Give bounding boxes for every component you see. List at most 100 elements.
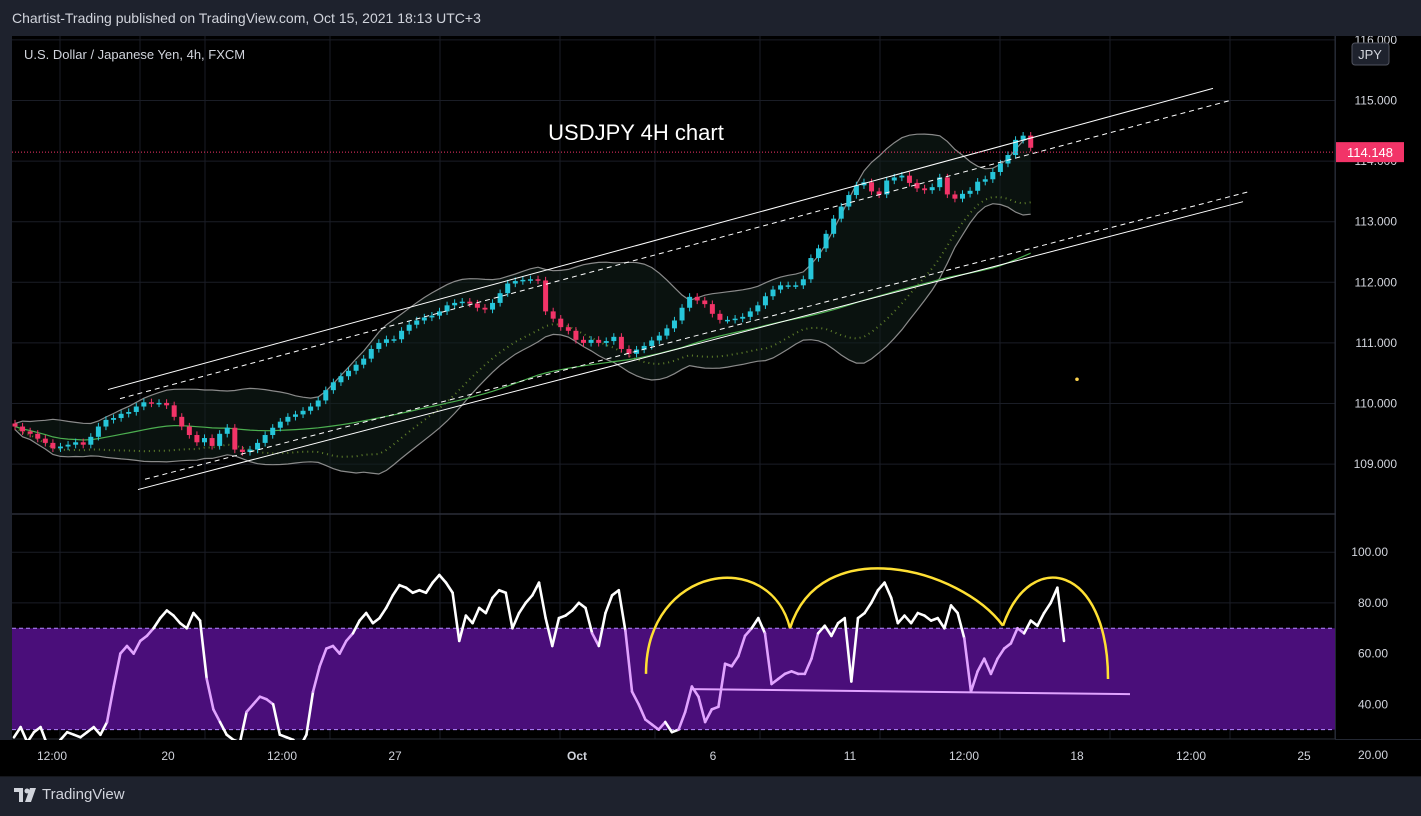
bollinger-band-fill — [15, 134, 1031, 474]
candle-body — [611, 336, 617, 342]
rsi-segment — [763, 632, 773, 686]
candle-body — [315, 400, 321, 407]
rsi-segment — [630, 690, 640, 706]
candle-body — [406, 324, 412, 331]
rsi-tick-label: 60.00 — [1358, 647, 1388, 661]
time-tick-label: 18 — [1070, 749, 1084, 763]
candle-body — [755, 305, 761, 312]
candle-body — [664, 328, 670, 336]
candle-body — [35, 433, 41, 439]
candle-body — [588, 339, 594, 343]
time-tick-label: 12:00 — [267, 749, 297, 763]
rsi-segment — [431, 573, 441, 584]
rsi-segment — [444, 581, 454, 595]
rsi-segment — [949, 604, 959, 615]
candle-body — [853, 185, 859, 196]
time-tick-label: 25 — [1297, 749, 1311, 763]
candle-body — [831, 218, 837, 234]
dotted-indicator-line — [14, 195, 1031, 458]
candle-body — [815, 248, 821, 259]
rsi-segment — [637, 702, 647, 721]
candle-body — [891, 177, 897, 181]
candle-body — [709, 304, 715, 314]
candle-body — [603, 341, 609, 343]
candle-body — [694, 296, 700, 301]
channel-lower-line — [137, 201, 1244, 491]
rsi-segment — [178, 621, 189, 630]
candle-body — [641, 345, 647, 350]
publish-info: Chartist-Trading published on TradingVie… — [12, 10, 481, 26]
rsi-segment — [730, 654, 740, 668]
chart-svg[interactable]: 109.000110.000111.000112.000113.000114.0… — [0, 33, 1421, 778]
candle-body — [778, 285, 784, 290]
candle-body — [186, 426, 192, 436]
candle-body — [687, 296, 693, 308]
rsi-segment — [743, 626, 753, 638]
rsi-segment — [564, 609, 574, 617]
rsi-segment — [869, 588, 880, 605]
candle-body — [391, 339, 397, 341]
candle-body — [57, 446, 63, 449]
candle-body — [770, 289, 776, 297]
candle-body — [88, 436, 94, 445]
rsi-segment — [876, 581, 886, 592]
rsi-overbought-oversold-zone — [12, 627, 1335, 731]
candle-body — [217, 433, 223, 446]
time-axis-background — [0, 740, 1421, 777]
rsi-segment — [936, 616, 946, 630]
rsi-segment — [484, 596, 494, 615]
rsi-segment — [132, 639, 142, 655]
rsi-segment — [843, 616, 853, 683]
candle-body — [656, 335, 662, 341]
price-tick-label: 111.000 — [1355, 336, 1397, 350]
rsi-segment — [79, 730, 89, 739]
rsi-segment — [863, 601, 873, 615]
candle-body — [990, 172, 996, 180]
currency-badge-box[interactable] — [1351, 42, 1390, 66]
rsi-segment — [185, 611, 195, 630]
rsi-segment — [511, 611, 521, 630]
rsi-segment — [663, 720, 674, 734]
candle-body — [512, 281, 518, 284]
candle-body — [884, 180, 890, 195]
candle-body — [618, 336, 624, 349]
candle-body — [490, 302, 496, 310]
candle-body — [179, 416, 185, 427]
rsi-tick-label: 40.00 — [1358, 697, 1388, 711]
rsi-segment — [371, 616, 381, 625]
candle-body — [323, 390, 329, 401]
rsi-segment — [1056, 586, 1066, 643]
candle-body — [725, 319, 731, 322]
rsi-tick-label: 100.00 — [1351, 545, 1388, 559]
rsi-segment — [524, 593, 534, 605]
symbol-legend: U.S. Dollar / Japanese Yen, 4h, FXCM — [24, 47, 245, 62]
rsi-segment — [989, 657, 999, 676]
candle-body — [255, 442, 261, 450]
candle-body — [133, 406, 139, 412]
candle-body — [960, 193, 965, 199]
rsi-segment — [624, 629, 634, 693]
rsi-segment — [969, 670, 979, 693]
candle-body — [27, 431, 33, 434]
rsi-arc-middle — [788, 567, 1005, 629]
candle-body — [156, 402, 162, 405]
rsi-segment — [438, 573, 448, 584]
candle-body — [421, 317, 427, 321]
rsi-segment — [537, 581, 547, 620]
candle-body — [573, 330, 579, 340]
rsi-segment — [19, 725, 29, 744]
candle-body — [914, 182, 920, 189]
rsi-segment — [1029, 619, 1039, 628]
candle-body — [73, 442, 79, 445]
candle-body — [997, 163, 1003, 173]
time-tick-label: 12:00 — [37, 749, 67, 763]
rsi-segment — [172, 614, 182, 625]
candle-body — [414, 320, 420, 325]
rsi-segment — [1016, 626, 1026, 635]
rsi-segment — [145, 626, 155, 638]
tradingview-logo[interactable]: TradingView — [14, 786, 125, 803]
rsi-segment — [963, 637, 973, 693]
candle-body — [1013, 139, 1019, 156]
candle-body — [103, 419, 109, 427]
rsi-segment — [590, 632, 601, 648]
